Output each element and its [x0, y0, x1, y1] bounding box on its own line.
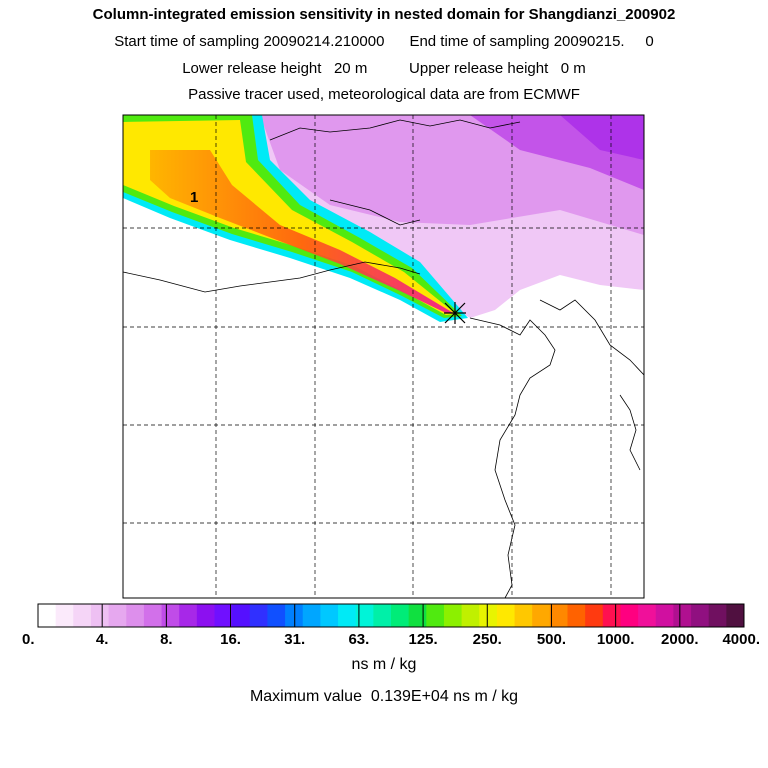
east-coast: [469, 317, 556, 598]
peninsula-coast: [539, 299, 644, 376]
colorbar-ticks: 0. 4. 8. 16. 31. 63. 125. 250. 500. 1000. 2000. 400…: [22, 604, 760, 648]
colorbar-cell: [726, 604, 745, 627]
map-frame: [122, 114, 645, 599]
colorbar-cell: [638, 604, 657, 627]
colorbar-cell: [285, 604, 304, 627]
sensitivity-field: [123, 115, 644, 598]
colorbar-cell: [549, 604, 568, 627]
colorbar-cell: [90, 604, 109, 627]
colorbar-cell: [302, 604, 321, 627]
colorbar-cell: [461, 604, 480, 627]
colorbar-units: ns m / kg: [351, 656, 417, 673]
colorbar-tick-label: 125.: [408, 631, 437, 648]
colorbar-cell: [126, 604, 145, 627]
colorbar-cell: [196, 604, 215, 627]
colorbar-cell: [38, 604, 57, 627]
upper-label: Upper release height: [409, 60, 549, 77]
colorbar-tick-label: 250.: [473, 631, 502, 648]
maximum-value: Maximum value 0.139E+04 ns m / kg: [249, 688, 519, 705]
colorbar-cell: [514, 604, 533, 627]
colorbar-cell: [249, 604, 268, 627]
colorbar-cells: [38, 604, 745, 627]
upper-value: 0 m: [560, 60, 586, 77]
high-purple-core: [560, 115, 644, 160]
colorbar-cell: [232, 604, 251, 627]
end-value: 20090215. 0: [553, 33, 654, 50]
island-coast: [619, 394, 641, 471]
colorbar-tick-label: 63.: [348, 631, 369, 648]
colorbar-tick-label: 4000.: [722, 631, 760, 648]
colorbar-cell: [426, 604, 445, 627]
colorbar-tick-label: 2000.: [661, 631, 699, 648]
receptor-marker: [444, 302, 466, 324]
colorbar-tick-label: 8.: [160, 631, 173, 648]
colorbar-cell: [320, 604, 339, 627]
start-label: Start time of sampling: [114, 33, 260, 50]
colorbar-cell: [73, 604, 92, 627]
colorbar-cell: [408, 604, 427, 627]
northern-border: [269, 119, 521, 141]
colorbar-cell: [179, 604, 198, 627]
lower-label: Lower release height: [182, 60, 322, 77]
tracer-note: Passive tracer used, meteorological data…: [188, 86, 580, 103]
sampling-times: Start time of sampling 20090214.210000 E…: [0, 33, 768, 50]
colorbar-cell: [708, 604, 727, 627]
colorbar-cell: [585, 604, 604, 627]
start-value: 20090214.210000: [263, 33, 385, 50]
colorbar-tick-label: 1000.: [597, 631, 635, 648]
colorbar-cell: [443, 604, 462, 627]
colorbar-cell: [620, 604, 639, 627]
colorbar-cell: [391, 604, 410, 627]
colorbar-tick-label: 4.: [96, 631, 109, 648]
colorbar-cell: [691, 604, 710, 627]
colorbar-cell: [55, 604, 74, 627]
plume-label: 1: [190, 189, 198, 206]
lat-lon-grid: [123, 115, 644, 598]
colorbar-cell: [655, 604, 674, 627]
colorbar-cell: [338, 604, 357, 627]
colorbar-cell: [567, 604, 586, 627]
colorbar-tick-label: 500.: [537, 631, 566, 648]
chart-title: Column-integrated emission sensitivity i…: [92, 6, 676, 23]
colorbar-cell: [161, 604, 180, 627]
colorbar-tick-label: 0.: [22, 631, 35, 648]
colorbar-cell: [143, 604, 162, 627]
coastline: [123, 261, 421, 293]
colorbar-cell: [355, 604, 374, 627]
colorbar-cell: [108, 604, 127, 627]
colorbar-cell: [602, 604, 621, 627]
river-line: [329, 199, 421, 226]
colorbar-cell: [532, 604, 551, 627]
colorbar-frame: [37, 603, 745, 628]
colorbar-cell: [214, 604, 233, 627]
colorbar-tick-label: 31.: [284, 631, 305, 648]
colorbar-cell: [479, 604, 498, 627]
plume-core: [150, 150, 455, 314]
colorbar-cell: [496, 604, 515, 627]
colorbar-cell: [673, 604, 692, 627]
colorbar-tick-label: 16.: [220, 631, 241, 648]
colorbar-cell: [267, 604, 286, 627]
release-heights: Lower release height 20 m Upper release …: [0, 60, 768, 77]
colorbar-cell: [373, 604, 392, 627]
end-label: End time of sampling: [409, 33, 550, 50]
lower-value: 20 m: [333, 60, 368, 77]
